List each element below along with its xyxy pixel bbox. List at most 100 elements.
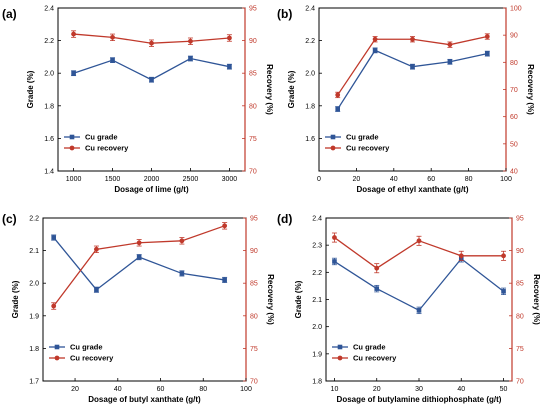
data-point-square: [447, 59, 453, 65]
y-tick-label: 1.8: [305, 103, 315, 110]
chart-panel-4: (d) 10 20 30 40 50 1.8 1.9 2.0 2.1 2.2 2.3 2.4 70 75 80…: [277, 212, 541, 404]
series-line: [73, 57, 230, 81]
legend-entry: Cu grade: [70, 343, 103, 352]
data-point-circle: [447, 42, 453, 48]
y2-tick-label: 80: [510, 60, 518, 67]
data-point-circle: [484, 34, 490, 39]
data-point-square: [485, 51, 490, 56]
data-point-square: [149, 77, 154, 83]
data-point-circle: [222, 223, 228, 229]
y-axis-label: Grade (%): [11, 280, 20, 318]
y-tick-label: 1.8: [29, 346, 39, 353]
x-tick-label: 3000: [222, 176, 238, 183]
chart-panel-1: (a) 1000 1500 2000 2500 3000 1.4 1.6 1.8 2.0 2.2 2.…: [2, 6, 274, 195]
y2-tick-label: 100: [510, 6, 522, 13]
x-tick-label: 20: [353, 176, 361, 183]
y-tick-label: 2.0: [29, 281, 39, 288]
data-point-square: [51, 235, 56, 240]
x-tick-label: 60: [427, 176, 435, 183]
legend-marker: [54, 344, 60, 350]
series-line: [53, 225, 225, 307]
legend-entry: Cu grade: [353, 343, 386, 352]
y-tick-label: 2.2: [312, 270, 322, 277]
y2-tick-label: 90: [250, 248, 258, 255]
legend-marker: [69, 145, 75, 151]
series-cu-recovery: [335, 33, 490, 99]
data-point-square: [501, 289, 506, 294]
y2-tick-label: 75: [250, 346, 258, 353]
x-tick-label: 2000: [144, 176, 160, 183]
data-point-circle: [136, 240, 142, 246]
y-tick-label: 2.4: [312, 216, 322, 223]
x-tick-label: 40: [114, 386, 122, 393]
series-cu-recovery: [51, 222, 228, 310]
x-tick-label: 60: [157, 386, 165, 393]
x-tick-label: 1000: [66, 176, 82, 183]
x-tick-label: 100: [500, 176, 512, 183]
x-tick-label: 50: [500, 386, 508, 393]
y-tick-label: 1.8: [44, 103, 54, 110]
y2-tick-label: 75: [249, 136, 257, 143]
legend-marker: [54, 355, 60, 361]
series-cu-recovery: [331, 232, 507, 274]
y-tick-label: 2.1: [29, 248, 39, 255]
panel-label: (a): [2, 7, 17, 21]
data-point-square: [416, 308, 422, 313]
chart-panel-2: (b) 0 20 40 60 80 100 1.6 1.8 2.0 2.2 2.4 40 50 60 70 80…: [277, 6, 535, 195]
data-point-square: [188, 56, 193, 61]
y2-tick-label: 95: [516, 216, 524, 223]
data-point-square: [335, 106, 340, 112]
x-tick-label: 1500: [105, 176, 121, 183]
legend-marker: [330, 145, 336, 151]
y2-tick-label: 90: [249, 38, 257, 45]
legend: Cu grade Cu recovery: [49, 343, 114, 363]
data-point-circle: [51, 303, 57, 309]
legend-entry: Cu grade: [346, 133, 379, 142]
y2-axis-label: Recovery (%): [532, 274, 541, 325]
series-line: [337, 49, 488, 110]
x-axis-label: Dosage of butylamine dithiophosphate (g/…: [337, 395, 502, 404]
data-point-square: [94, 287, 99, 293]
x-tick-label: 100: [240, 386, 252, 393]
y-tick-label: 2.2: [305, 38, 315, 45]
data-point-square: [372, 48, 378, 53]
x-axis-label: Dosage of butyl xanthate (g/t): [88, 395, 201, 404]
data-point-circle: [458, 253, 464, 259]
series-line: [334, 257, 504, 312]
x-axis-label: Dosage of ethyl xanthate (g/t): [356, 185, 468, 194]
y-tick-label: 2.2: [29, 216, 39, 223]
y-tick-label: 1.9: [29, 313, 39, 320]
y-axis-label: Grade (%): [294, 280, 303, 318]
data-point-circle: [110, 34, 115, 40]
x-tick-label: 0: [317, 176, 321, 183]
x-tick-label: 80: [199, 386, 207, 393]
x-tick-label: 80: [465, 176, 473, 183]
y-tick-label: 2.2: [44, 38, 54, 45]
x-tick-label: 40: [457, 386, 465, 393]
data-point-square: [227, 64, 232, 69]
y-axis-label: Grade (%): [287, 70, 296, 108]
y2-axis-label: Recovery (%): [526, 64, 535, 115]
x-axis-label: Dosage of lime (g/t): [114, 185, 189, 194]
data-point-circle: [501, 253, 506, 259]
data-point-circle: [188, 38, 193, 44]
y-tick-label: 2.4: [305, 6, 315, 13]
y2-tick-label: 80: [249, 103, 257, 110]
y2-tick-label: 80: [516, 313, 524, 320]
y-tick-label: 2.3: [312, 243, 322, 250]
series-cu-recovery: [71, 30, 232, 47]
data-point-circle: [71, 31, 76, 37]
y2-tick-label: 40: [510, 169, 518, 176]
y-tick-label: 2.0: [305, 71, 315, 78]
y-tick-label: 2.4: [44, 6, 54, 13]
series-cu-grade: [71, 55, 232, 83]
y2-tick-label: 60: [510, 114, 518, 121]
legend-marker: [330, 134, 336, 140]
legend: Cu grade Cu recovery: [64, 133, 129, 153]
series-cu-grade: [335, 47, 490, 112]
chart-panel-3: (c) 20 40 60 80 100 1.7 1.8 1.9 2.0 2.1 2.2 70 75 80 85…: [2, 212, 275, 404]
data-point-circle: [332, 235, 337, 240]
legend-marker: [337, 355, 343, 361]
legend-entry: Cu recovery: [85, 144, 129, 153]
data-point-circle: [179, 238, 185, 244]
